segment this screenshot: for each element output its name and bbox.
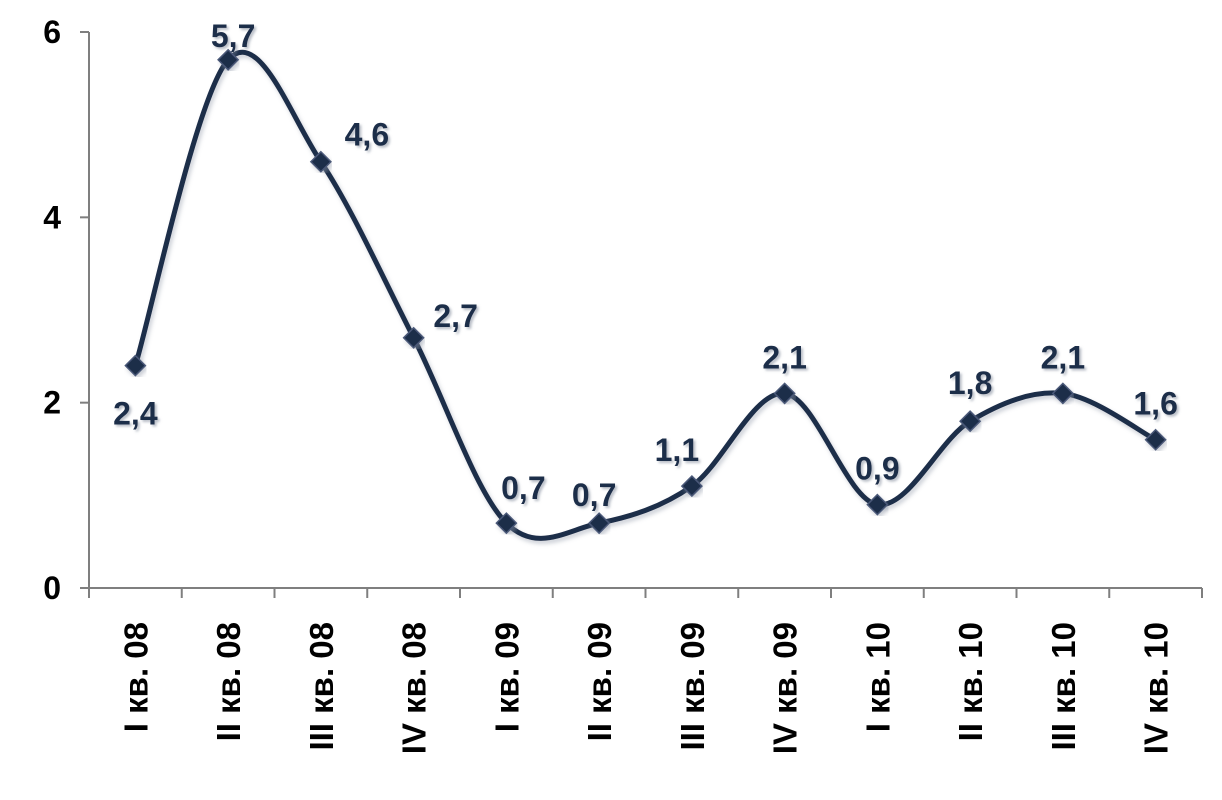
data-point-marker xyxy=(866,493,889,516)
data-label: 4,6 xyxy=(345,117,389,153)
x-tick-label: III кв. 10 xyxy=(1045,622,1082,751)
labels-group: 2,4 5,7 4,6 2,7 0,7 0,7 1,1 2,1 0,9 1,8 2,1 1,6 xyxy=(113,18,1178,513)
x-tick-label: III кв. 08 xyxy=(303,622,340,751)
data-point-marker xyxy=(1144,428,1167,451)
data-point-marker xyxy=(402,326,425,349)
data-label: 2,4 xyxy=(113,396,158,432)
data-label: 0,9 xyxy=(855,451,899,487)
y-tick-label: 2 xyxy=(43,385,61,421)
series-line xyxy=(132,49,1159,541)
data-point-marker xyxy=(309,150,332,173)
data-label: 0,7 xyxy=(501,470,545,506)
y-tick-label: 0 xyxy=(43,570,61,606)
data-point-marker xyxy=(773,382,796,405)
x-tick-label: IV кв. 08 xyxy=(396,622,433,754)
x-tick-label: IV кв. 09 xyxy=(767,622,804,754)
x-tick-label: III кв. 09 xyxy=(674,622,711,751)
data-point-marker xyxy=(124,354,147,377)
x-tick-label: IV кв. 10 xyxy=(1138,622,1175,754)
series-group xyxy=(124,48,1167,541)
x-tick-label: II кв. 08 xyxy=(210,622,247,741)
data-point-marker xyxy=(588,512,611,535)
data-label: 5,7 xyxy=(211,18,255,54)
y-tick-label: 4 xyxy=(43,199,61,235)
data-label: 0,7 xyxy=(572,477,616,513)
x-tick-label: II кв. 09 xyxy=(581,622,618,741)
data-label: 2,7 xyxy=(433,298,477,334)
data-point-marker xyxy=(1051,382,1074,405)
x-tick-label: I кв. 10 xyxy=(859,622,896,732)
x-tick-label: I кв. 08 xyxy=(117,622,154,732)
data-label: 1,1 xyxy=(655,432,699,468)
x-tick-label: I кв. 09 xyxy=(488,622,525,732)
data-point-marker xyxy=(495,512,518,535)
data-label: 2,1 xyxy=(1041,339,1085,375)
data-label: 1,8 xyxy=(948,365,992,401)
y-tick-label: 6 xyxy=(43,14,61,50)
data-point-marker xyxy=(959,410,982,433)
data-point-marker xyxy=(217,48,240,71)
axes-group: 0 2 4 6 I кв. 08 II кв. 08 III кв. 08 IV кв. 08… xyxy=(43,14,1203,754)
data-label: 1,6 xyxy=(1133,386,1177,422)
data-label: 2,1 xyxy=(762,339,806,375)
x-tick-label: II кв. 10 xyxy=(952,622,989,741)
data-point-marker xyxy=(680,475,703,498)
